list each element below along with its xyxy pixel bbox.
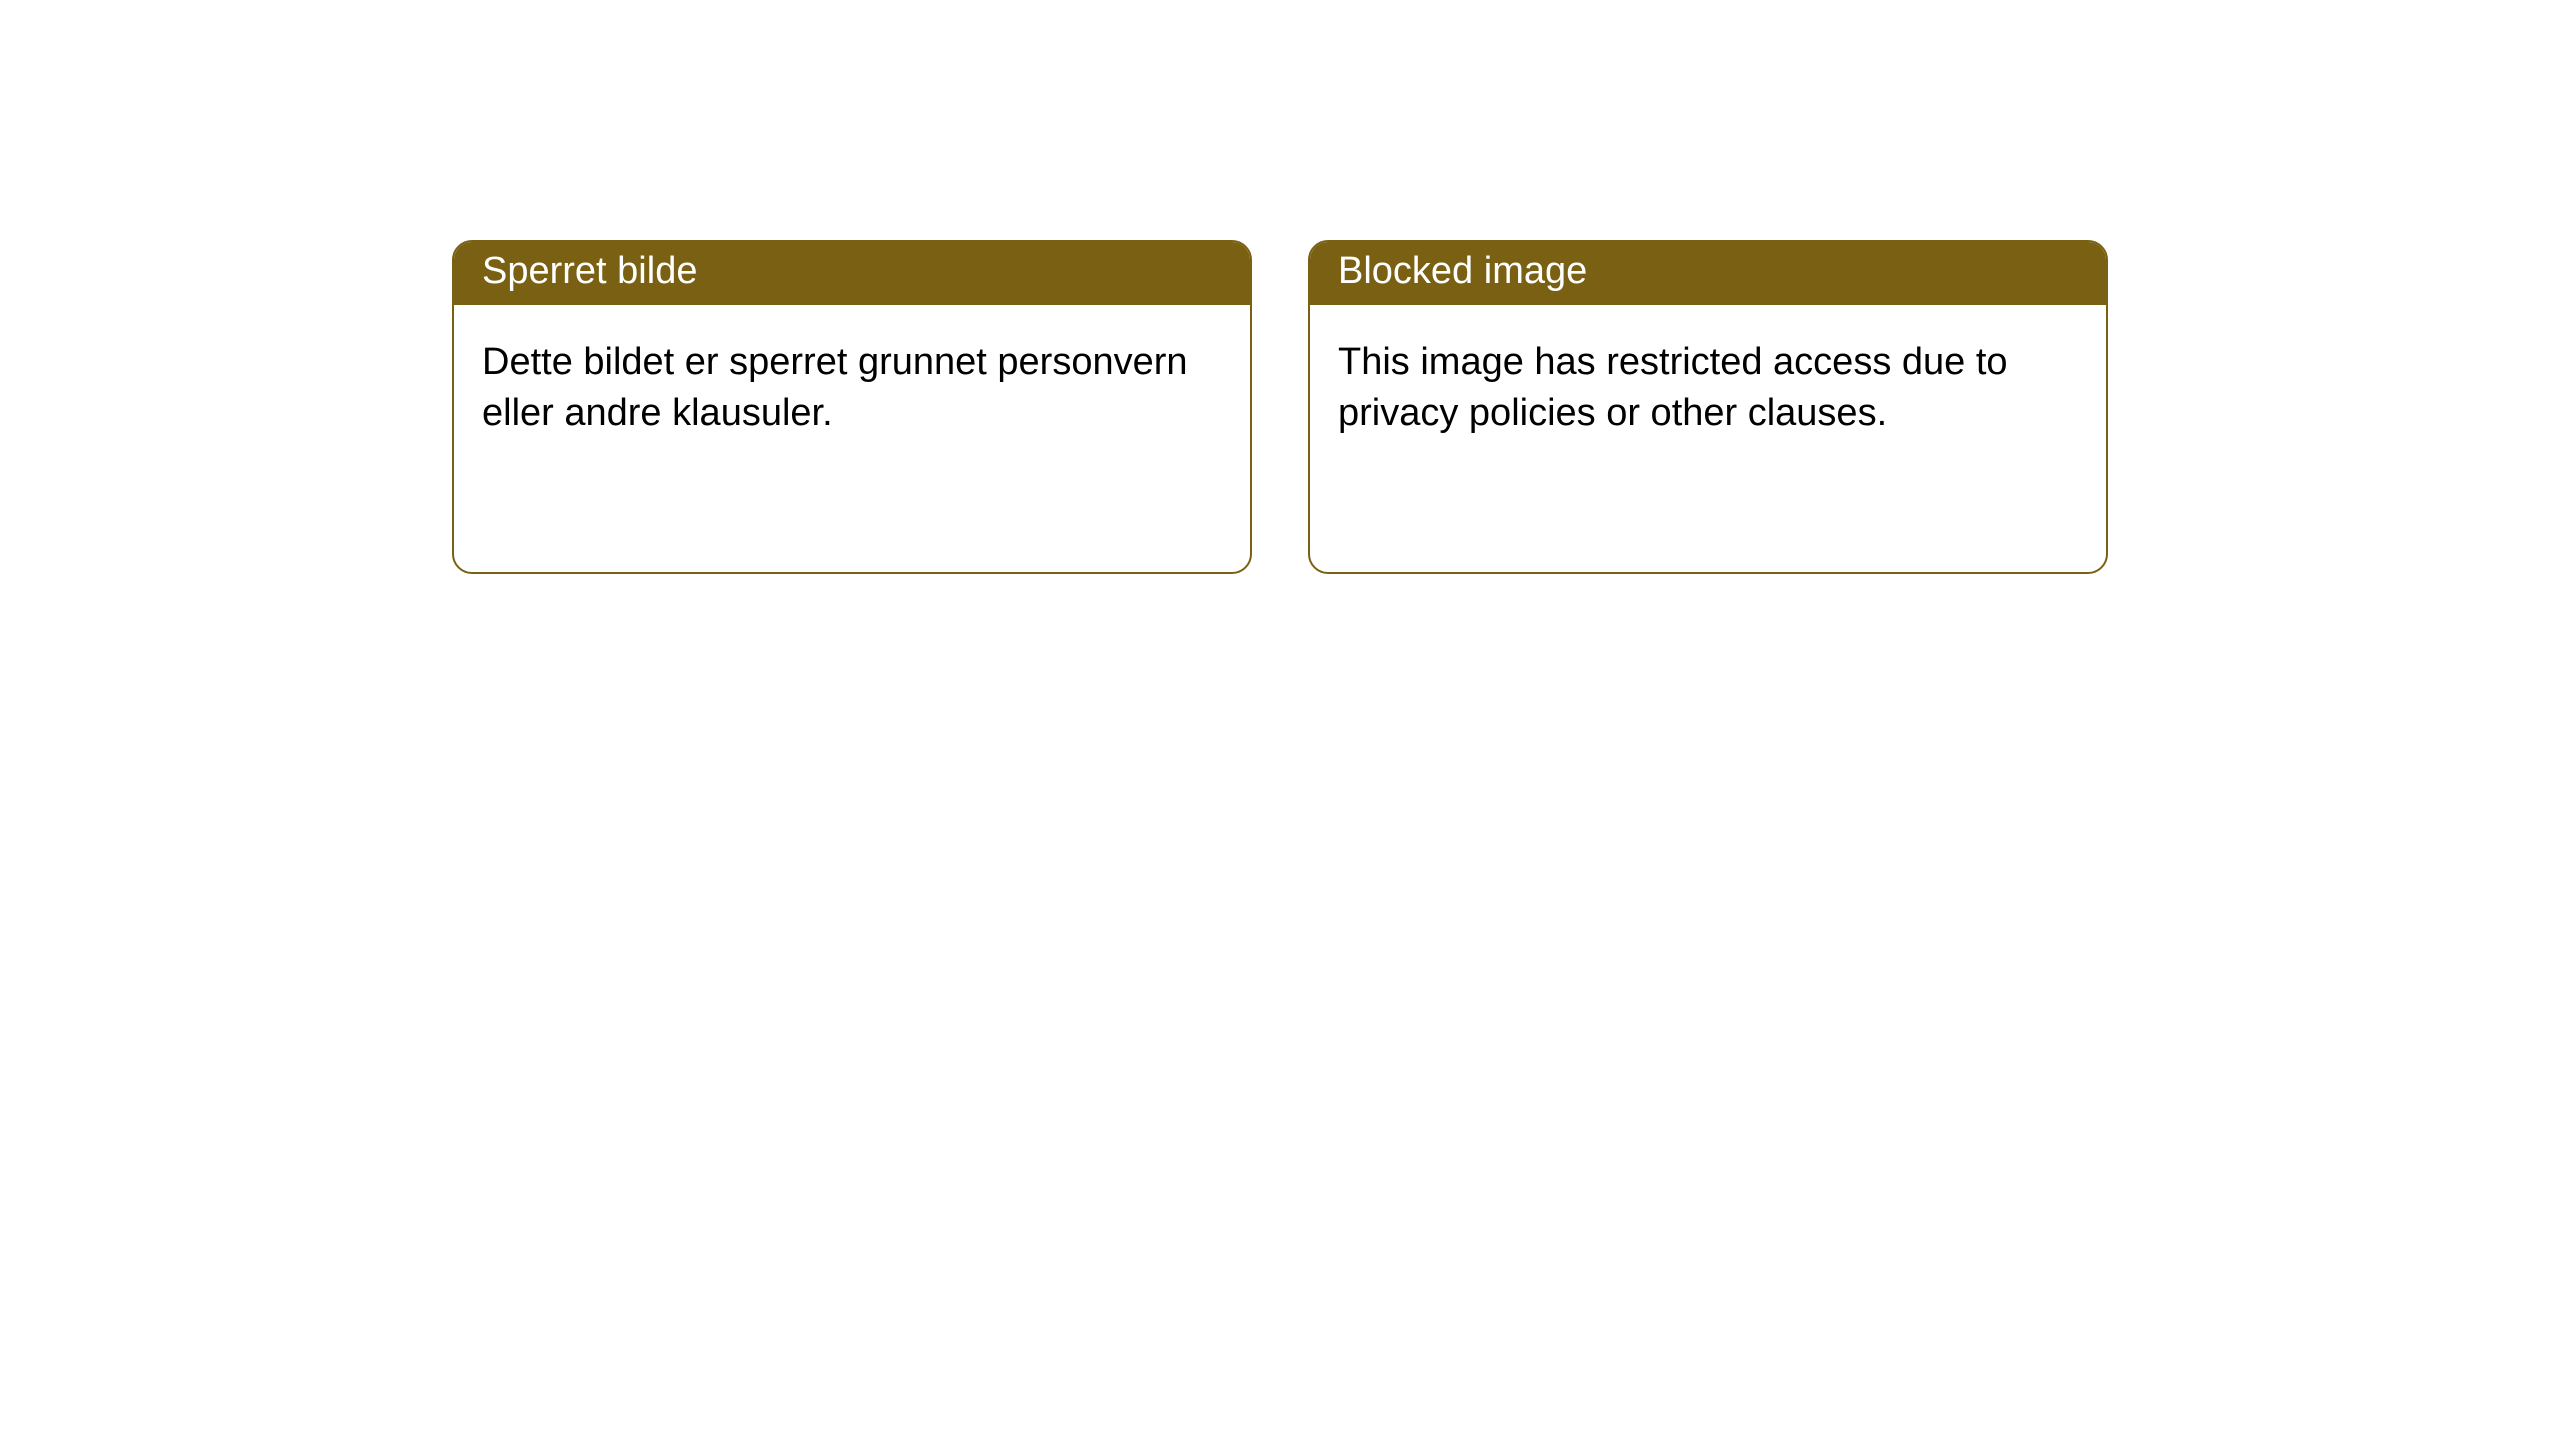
notice-card-english: Blocked image This image has restricted … — [1308, 240, 2108, 574]
notice-body-text: This image has restricted access due to … — [1338, 341, 2008, 434]
notice-header: Sperret bilde — [454, 242, 1250, 305]
notice-body: This image has restricted access due to … — [1310, 305, 2106, 472]
notices-container: Sperret bilde Dette bildet er sperret gr… — [0, 0, 2560, 574]
notice-body: Dette bildet er sperret grunnet personve… — [454, 305, 1250, 472]
notice-title: Blocked image — [1338, 250, 1587, 292]
notice-card-norwegian: Sperret bilde Dette bildet er sperret gr… — [452, 240, 1252, 574]
notice-body-text: Dette bildet er sperret grunnet personve… — [482, 341, 1188, 434]
notice-header: Blocked image — [1310, 242, 2106, 305]
notice-title: Sperret bilde — [482, 250, 697, 292]
